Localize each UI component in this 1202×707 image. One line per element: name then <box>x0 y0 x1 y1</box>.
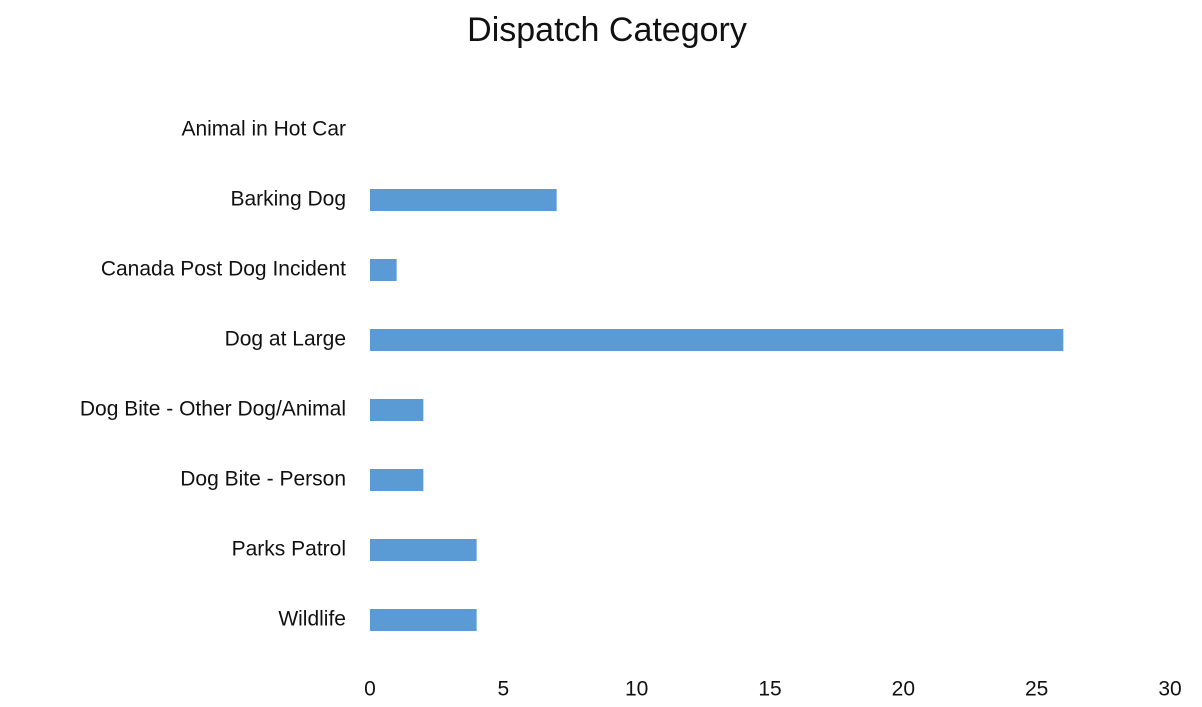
y-tick-label: Dog Bite - Person <box>180 468 346 491</box>
x-tick-label: 15 <box>758 678 781 701</box>
bar <box>370 189 557 211</box>
x-tick-label: 30 <box>1158 678 1181 701</box>
bar <box>370 609 477 631</box>
y-tick-label: Dog Bite - Other Dog/Animal <box>80 398 346 421</box>
bar <box>370 259 397 281</box>
y-tick-label: Parks Patrol <box>232 538 346 561</box>
x-tick-label: 20 <box>892 678 915 701</box>
chart-title: Dispatch Category <box>467 11 747 49</box>
bar <box>370 469 424 491</box>
x-tick-label: 5 <box>497 678 509 701</box>
bar <box>370 329 1064 351</box>
x-tick-label: 10 <box>625 678 648 701</box>
y-tick-label: Barking Dog <box>230 188 346 211</box>
x-tick-label: 25 <box>1025 678 1048 701</box>
x-tick-label: 0 <box>364 678 376 701</box>
y-tick-label: Wildlife <box>278 608 346 631</box>
y-tick-label: Animal in Hot Car <box>181 118 346 141</box>
y-tick-label: Canada Post Dog Incident <box>101 258 346 281</box>
bar <box>370 399 424 421</box>
bar <box>370 539 477 561</box>
y-tick-label: Dog at Large <box>225 328 346 351</box>
